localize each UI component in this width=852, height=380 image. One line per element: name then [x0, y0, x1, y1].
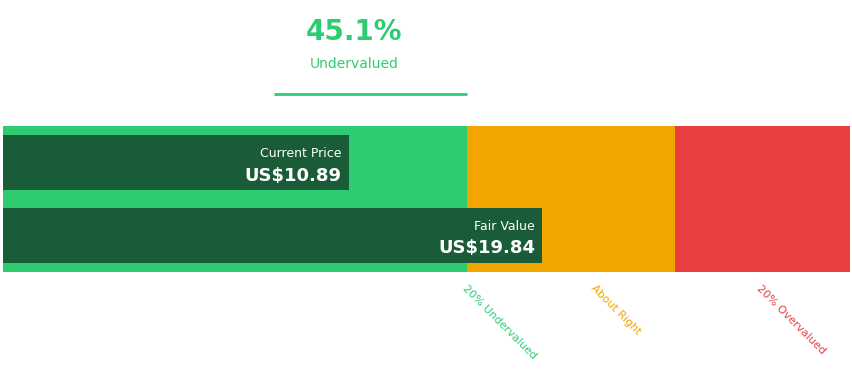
Text: 20% Overvalued: 20% Overvalued — [753, 283, 826, 356]
Text: US$19.84: US$19.84 — [437, 239, 534, 258]
Text: Fair Value: Fair Value — [474, 220, 534, 233]
Bar — [467, 127, 674, 272]
Text: 20% Undervalued: 20% Undervalued — [459, 283, 537, 361]
Bar — [3, 135, 348, 190]
Bar — [3, 127, 467, 272]
Bar — [3, 208, 541, 263]
Text: US$10.89: US$10.89 — [245, 167, 342, 185]
Bar — [674, 127, 849, 272]
Bar — [3, 127, 467, 135]
Text: Current Price: Current Price — [260, 147, 342, 160]
Text: 45.1%: 45.1% — [306, 18, 402, 46]
Bar — [3, 190, 467, 199]
Bar — [3, 263, 467, 272]
Bar — [3, 199, 467, 208]
Text: About Right: About Right — [588, 283, 642, 337]
Text: Undervalued: Undervalued — [309, 57, 399, 71]
